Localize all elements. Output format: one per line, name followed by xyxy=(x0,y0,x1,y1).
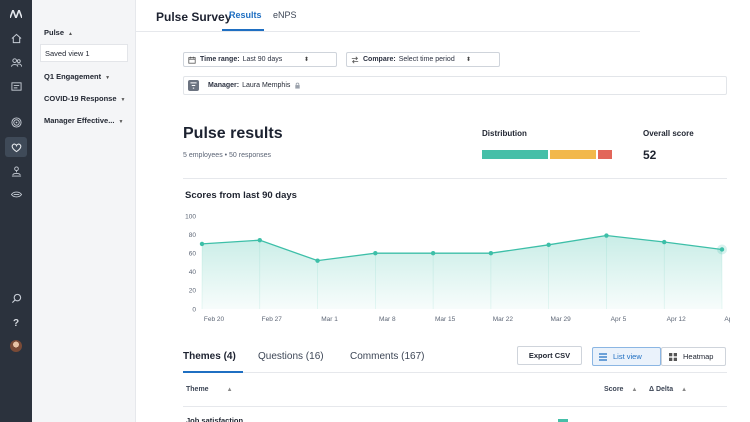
data-point xyxy=(373,251,378,256)
heatmap-button[interactable]: Heatmap xyxy=(661,347,726,366)
tab-comments[interactable]: Comments (167) xyxy=(350,351,425,362)
page-title: Pulse Survey xyxy=(156,10,232,24)
chevron-down-icon: ▼ xyxy=(118,119,124,125)
series-area xyxy=(202,235,722,309)
search-icon[interactable] xyxy=(0,288,32,308)
x-tick-label: Apr 5 xyxy=(611,316,627,323)
score-bar xyxy=(558,419,568,422)
data-point xyxy=(604,233,609,238)
updown-icon: ⬍ xyxy=(304,57,310,63)
x-tick-label: Apr 12 xyxy=(667,316,687,323)
people-icon[interactable] xyxy=(0,52,32,72)
calendar-icon xyxy=(188,56,196,64)
tab-themes[interactable]: Themes (4) xyxy=(183,351,236,362)
time-range-select[interactable]: Time range: Last 90 days ⬍ xyxy=(183,52,337,67)
heart-icon[interactable] xyxy=(5,137,27,157)
table-row[interactable]: Job satisfaction xyxy=(186,416,244,422)
grid-icon xyxy=(669,352,677,361)
section-divider xyxy=(183,178,727,179)
reports-icon[interactable] xyxy=(0,76,32,96)
x-tick-label: Mar 15 xyxy=(435,316,456,323)
left-rail: ? xyxy=(0,0,32,422)
x-tick-label: Feb 27 xyxy=(262,316,283,323)
data-point xyxy=(257,237,262,243)
distribution-segment-2 xyxy=(598,150,612,159)
chevron-down-icon: ▼ xyxy=(120,97,126,103)
column-theme[interactable]: Theme ▲ xyxy=(186,386,233,393)
y-tick-label: 20 xyxy=(189,288,197,295)
manager-filter[interactable]: Manager: Laura Memphis xyxy=(183,76,727,95)
list-icon xyxy=(599,352,607,361)
x-tick-label: Mar 22 xyxy=(493,316,514,323)
sidebar-item-saved-view[interactable]: Saved view 1 xyxy=(40,44,128,62)
chevron-up-icon: ▲ xyxy=(68,31,73,37)
distribution-segment-0 xyxy=(482,150,548,159)
tab-results[interactable]: Results xyxy=(229,10,262,20)
y-tick-label: 80 xyxy=(189,232,197,239)
logo-icon[interactable] xyxy=(0,4,32,24)
results-title: Pulse results xyxy=(183,125,283,142)
x-tick-label: Mar 29 xyxy=(551,316,572,323)
distribution-label: Distribution xyxy=(482,129,527,138)
sidebar-item-manager-effectiveness[interactable]: Manager Effective... ▼ xyxy=(44,116,124,125)
y-tick-label: 100 xyxy=(185,213,196,220)
y-tick-label: 40 xyxy=(189,269,197,276)
sidebar-item-pulse[interactable]: Pulse ▲ xyxy=(44,28,73,37)
eye-icon[interactable] xyxy=(0,184,32,204)
avatar[interactable] xyxy=(10,340,22,352)
help-icon[interactable]: ? xyxy=(12,317,20,329)
x-tick-label: Feb 20 xyxy=(204,316,225,323)
column-delta[interactable]: Δ Delta ▲ xyxy=(649,386,688,393)
sidebar-item-q1-engagement[interactable]: Q1 Engagement ▼ xyxy=(44,72,111,81)
data-point xyxy=(662,239,667,245)
y-tick-label: 60 xyxy=(189,251,197,258)
chevron-down-icon: ▼ xyxy=(105,75,111,81)
x-tick-label: Mar 1 xyxy=(321,316,338,323)
series-line xyxy=(201,234,723,262)
org-icon[interactable] xyxy=(0,161,32,181)
sort-icon: ▲ xyxy=(631,387,638,393)
data-point xyxy=(719,247,725,252)
compare-icon xyxy=(351,56,359,63)
y-tick-label: 0 xyxy=(192,306,196,313)
export-csv-button[interactable]: Export CSV xyxy=(517,346,582,365)
data-point xyxy=(488,251,494,256)
distribution-bar xyxy=(482,150,612,159)
x-tick-label: Mar 8 xyxy=(379,316,396,323)
compare-select[interactable]: Compare: Select time period ⬍ xyxy=(346,52,500,67)
sidebar-item-covid-response[interactable]: COVID-19 Response ▼ xyxy=(44,94,126,103)
scores-chart: 0 20 40 60 80 100 Feb 20 Feb 27 Mar 1 Mar 8 Mar 15… xyxy=(185,213,730,323)
data-point xyxy=(430,251,436,256)
target-icon[interactable] xyxy=(0,112,32,132)
sort-icon: ▲ xyxy=(226,387,233,393)
table-header-divider xyxy=(183,406,727,407)
active-tab-indicator xyxy=(183,371,243,373)
updown-icon: ⬍ xyxy=(466,57,472,63)
sort-icon: ▲ xyxy=(681,387,688,393)
data-point xyxy=(315,258,320,263)
overall-score-label: Overall score xyxy=(643,129,694,138)
column-score[interactable]: Score ▲ xyxy=(604,386,638,393)
x-tick-label: Apr 19 xyxy=(724,316,730,323)
chart-title: Scores from last 90 days xyxy=(185,190,297,201)
data-point xyxy=(546,242,551,248)
data-point xyxy=(199,241,205,247)
tabs-divider xyxy=(183,372,727,373)
lock-icon xyxy=(295,82,301,89)
tab-questions[interactable]: Questions (16) xyxy=(258,351,324,362)
overall-score-value: 52 xyxy=(643,148,657,162)
results-subtitle: 5 employees • 50 responses xyxy=(183,152,272,159)
home-icon[interactable] xyxy=(0,28,32,48)
distribution-segment-1 xyxy=(549,150,597,159)
secondary-sidebar: Pulse ▲ Q1 Engagement ▼ COVID-19 Response ▼… xyxy=(32,0,136,422)
header-divider xyxy=(136,31,640,32)
tab-enps[interactable]: eNPS xyxy=(273,10,297,20)
filter-icon xyxy=(188,80,199,91)
active-tab-indicator xyxy=(222,29,264,31)
list-view-button[interactable]: List view xyxy=(592,347,661,366)
